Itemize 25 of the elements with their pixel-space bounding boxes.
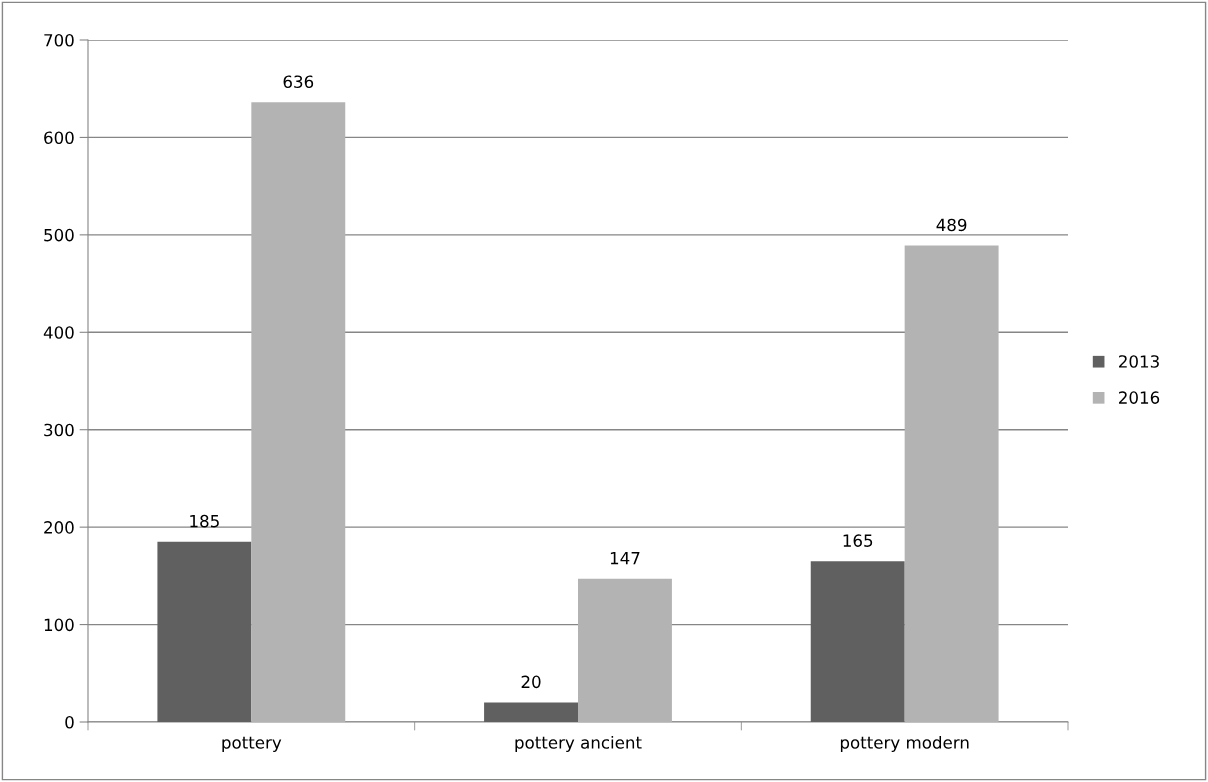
bar [904, 245, 999, 722]
y-tick-label: 700 [44, 33, 74, 47]
bar [157, 541, 252, 722]
x-tick-label: pottery [222, 736, 282, 753]
legend-label: 2016 [1119, 391, 1160, 404]
data-label: 165 [843, 534, 873, 547]
legend-label: 2013 [1119, 355, 1159, 368]
y-tick-label: 100 [44, 618, 74, 632]
y-tick-label: 200 [44, 521, 74, 534]
bar [810, 561, 905, 722]
x-tick-label: pottery modern [840, 735, 969, 753]
y-tick-label: 400 [43, 326, 74, 339]
y-tick-label: 0 [65, 715, 74, 729]
x-tick-label: pottery ancient [515, 735, 642, 753]
y-tick-label: 500 [44, 228, 74, 242]
bar [578, 578, 672, 722]
data-label: 489 [936, 218, 967, 232]
data-label: 147 [610, 552, 640, 565]
y-tick-label: 300 [44, 423, 74, 437]
bar [484, 702, 578, 722]
bar [251, 102, 346, 722]
data-label: 20 [521, 675, 541, 689]
data-label: 636 [283, 75, 314, 89]
y-tick-label: 600 [44, 131, 74, 144]
data-label: 185 [190, 514, 219, 528]
